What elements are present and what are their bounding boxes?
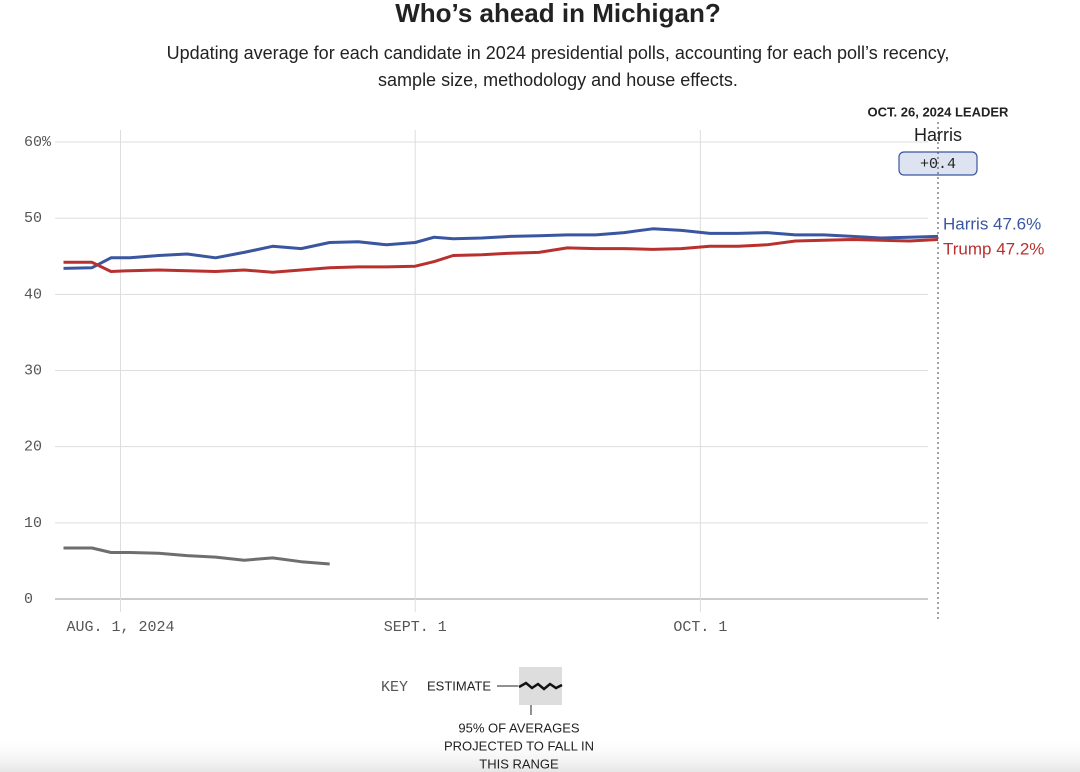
x-tick-label: OCT. 1 <box>673 619 727 636</box>
x-tick-label: AUG. 1, 2024 <box>67 619 175 636</box>
subtitle: Updating average for each candidate in 2… <box>167 43 950 63</box>
key: KEY ESTIMATE 95% OF AVERAGES PROJECTED T… <box>381 667 594 771</box>
key-line <box>518 681 563 691</box>
y-tick-label: 20 <box>24 439 42 456</box>
series-line <box>63 227 939 270</box>
key-range-label: THIS RANGE <box>479 756 559 771</box>
end-label: Harris 47.6% <box>943 214 1041 233</box>
leader-title: OCT. 26, 2024 LEADER <box>868 104 1009 119</box>
y-tick-label: 30 <box>24 362 42 379</box>
key-label: KEY <box>381 679 408 696</box>
x-tick-label: SEPT. 1 <box>384 619 447 636</box>
y-tick-label: 50 <box>24 210 42 227</box>
leader-margin: +0.4 <box>920 156 956 173</box>
key-estimate: ESTIMATE <box>427 678 491 693</box>
subtitle: sample size, methodology and house effec… <box>378 70 738 90</box>
series-line <box>63 546 330 566</box>
key-range-label: 95% OF AVERAGES <box>458 720 579 735</box>
y-tick-label: 60% <box>24 134 52 151</box>
y-tick-label: 40 <box>24 286 42 303</box>
leader-name: Harris <box>914 125 962 145</box>
y-tick-label: 0 <box>24 591 33 608</box>
y-tick-label: 10 <box>24 515 42 532</box>
key-range-label: PROJECTED TO FALL IN <box>444 738 594 753</box>
bottom-fade <box>0 735 1080 772</box>
series-line <box>63 238 939 274</box>
chart-title: Who’s ahead in Michigan? <box>395 0 721 28</box>
end-label: Trump 47.2% <box>943 239 1044 258</box>
